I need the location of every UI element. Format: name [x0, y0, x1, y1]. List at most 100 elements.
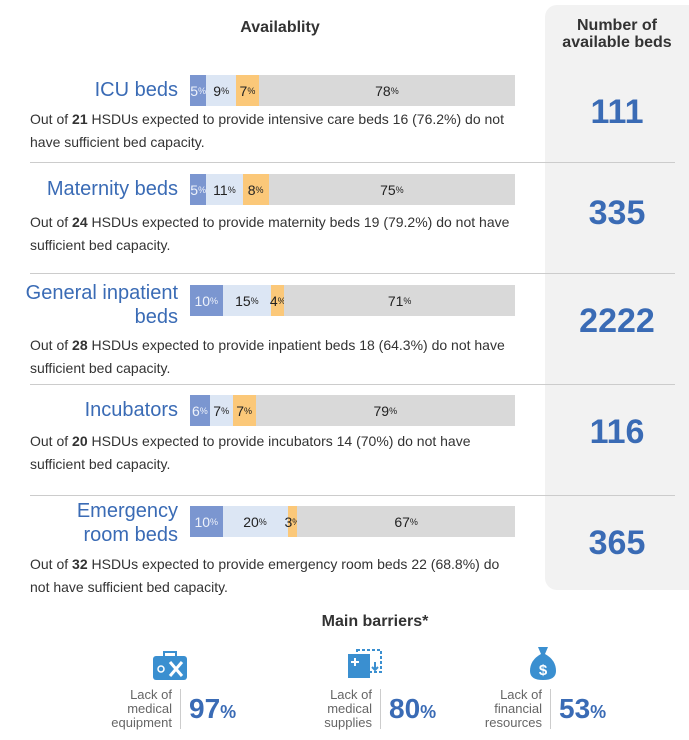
barrier-label-line: Lack of [130, 687, 172, 702]
barrier-label: Lack of medical supplies [290, 688, 372, 730]
description: Out of 24 HSDUs expected to provide mate… [30, 211, 520, 257]
svg-text:$: $ [539, 662, 548, 679]
description: Out of 28 HSDUs expected to provide inpa… [30, 334, 520, 380]
barrier-number: 80 [389, 693, 421, 724]
bar-segment: 4% [270, 285, 286, 316]
beds-panel [545, 5, 689, 590]
desc-text: Out of [30, 111, 69, 127]
hsdu-count: 21 [72, 111, 88, 127]
percent-sign: % [227, 184, 236, 195]
percent-sign: % [420, 702, 437, 722]
desc-text: HSDUs expected to provide emergency room… [30, 556, 500, 595]
segment-value: 7 [236, 402, 245, 419]
row-label-line: Maternity beds [46, 178, 178, 200]
bar-segment: 78% [258, 75, 515, 106]
segment-value: 7 [213, 402, 222, 419]
barrier-label-line: Lack of [500, 687, 542, 702]
row-label-line: Emergency [76, 500, 178, 522]
stacked-bar: 10% 15% 4% 71% [190, 285, 515, 316]
bar-segment: 20% [222, 506, 288, 537]
desc-text: Out of [30, 337, 69, 353]
separator [30, 273, 675, 274]
availability-header: Availablity [240, 19, 320, 36]
percent-sign: % [250, 295, 259, 306]
percent-sign: % [255, 184, 264, 195]
segment-value: 10 [194, 513, 211, 530]
percent-sign: % [210, 295, 219, 306]
barrier-label-line: medical [327, 701, 372, 716]
barrier-label-line: supplies [324, 715, 372, 730]
beds-count: 2222 [579, 302, 655, 340]
bar-segment: 71% [284, 285, 515, 316]
bar-segment: 7% [232, 395, 256, 426]
percent-sign: % [403, 295, 412, 306]
row-label-line: beds [134, 306, 178, 328]
bar-segment: 15% [222, 285, 272, 316]
bar-segment: 5% [190, 174, 207, 205]
description: Out of 21 HSDUs expected to provide inte… [30, 108, 520, 154]
percent-sign: % [221, 85, 230, 96]
divider [380, 689, 381, 729]
row-label: Incubators [85, 398, 178, 422]
beds-header: Number of available beds [545, 17, 689, 51]
percent-sign: % [277, 295, 286, 306]
barrier-value: 97% [189, 693, 236, 725]
hsdu-count: 20 [72, 433, 88, 449]
row-label: Maternity beds [47, 177, 178, 201]
bar-segment: 10% [190, 506, 223, 537]
segment-value: 71 [387, 292, 404, 309]
segment-value: 78 [375, 82, 391, 99]
row-label-line: ICU beds [94, 79, 178, 101]
percent-sign: % [395, 184, 404, 195]
percent-sign: % [390, 85, 399, 96]
bar-segment: 67% [297, 506, 515, 537]
segment-value: 6 [191, 402, 200, 419]
icon-equipment [153, 651, 187, 680]
barrier-label-line: equipment [111, 715, 172, 730]
separator [30, 162, 675, 163]
bar-segment: 3% [284, 506, 300, 537]
barrier-label-line: Lack of [330, 687, 372, 702]
percent-sign: % [258, 516, 267, 527]
hsdu-count: 32 [72, 556, 88, 572]
stacked-bar: 5% 11% 8% 75% [190, 174, 515, 205]
bar-segment: 8% [242, 174, 269, 205]
barrier: Lack of financial resources 53% [460, 688, 606, 730]
segment-value: 75 [380, 181, 396, 198]
percent-sign: % [198, 184, 207, 195]
bar-segment: 5% [190, 75, 207, 106]
icon-money: $ [530, 647, 556, 680]
barrier-label: Lack of medical equipment [90, 688, 172, 730]
bar-segment: 7% [209, 395, 233, 426]
bar-segment: 6% [190, 395, 210, 426]
stacked-bar: 10%20%3%67% [190, 506, 515, 537]
percent-sign: % [247, 85, 256, 96]
desc-text: Out of [30, 433, 69, 449]
icon-supplies [348, 649, 382, 678]
barrier-label: Lack of financial resources [460, 688, 542, 730]
percent-sign: % [198, 85, 207, 96]
segment-value: 3 [284, 513, 293, 530]
row-label: ICU beds [95, 78, 178, 102]
barrier-label-line: financial [494, 701, 542, 716]
desc-text: HSDUs expected to provide maternity beds… [30, 214, 510, 253]
hsdu-count: 24 [72, 214, 88, 230]
beds-count: 116 [589, 413, 645, 451]
row-label-line: room beds [83, 524, 179, 546]
row-label-line: Incubators [84, 399, 178, 421]
bar-segment: 11% [206, 174, 243, 205]
percent-sign: % [292, 517, 300, 527]
barrier-value: 53% [559, 693, 606, 725]
segment-value: 67 [394, 513, 410, 530]
barrier-number: 53 [559, 693, 591, 724]
barrier-number: 97 [189, 693, 221, 724]
segment-value: 15 [235, 292, 251, 309]
bar-segment: 79% [255, 395, 515, 426]
barrier: Lack of medical supplies 80% [290, 688, 436, 730]
segment-value: 7 [239, 82, 248, 99]
segment-value: 9 [213, 82, 222, 99]
percent-sign: % [409, 516, 418, 527]
desc-text: HSDUs expected to provide intensive care… [30, 111, 504, 150]
row-label-line: General inpatient [25, 282, 178, 304]
